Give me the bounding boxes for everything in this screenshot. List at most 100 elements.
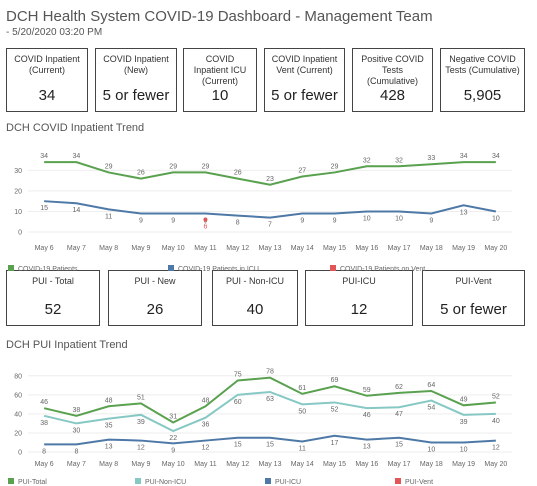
legend-label: PUI-Vent — [405, 479, 433, 486]
data-label: 30 — [73, 427, 81, 434]
data-label: 34 — [40, 153, 48, 160]
x-tick-label: May 12 — [226, 245, 249, 252]
x-tick-label: May 9 — [131, 245, 150, 252]
x-tick-label: May 16 — [355, 461, 378, 468]
data-label: 15 — [395, 442, 403, 449]
data-label: 8 — [42, 448, 46, 455]
data-label: 29 — [169, 163, 177, 170]
legend-swatch — [8, 265, 14, 271]
data-label: 60 — [234, 399, 242, 406]
kpi-value: 10 — [211, 87, 229, 104]
data-label: 64 — [427, 382, 435, 389]
kpi-label: PUI - Non-ICU — [225, 276, 284, 286]
data-label: 9 — [171, 447, 175, 454]
kpi-card: COVID Inpatient ICU (Current) 10 — [183, 48, 257, 112]
data-label: 47 — [395, 411, 403, 418]
data-label: 54 — [427, 405, 435, 412]
y-tick-label: 10 — [14, 209, 22, 216]
data-label: 46 — [363, 412, 371, 419]
data-label: 10 — [363, 215, 371, 222]
legend-label: COVID-19 Patients on Vent — [340, 266, 425, 273]
data-label: 62 — [395, 384, 403, 391]
kpi-card: Negative COVID Tests (Cumulative) 5,905 — [440, 48, 525, 112]
series-line — [44, 161, 496, 186]
data-label: 13 — [105, 444, 113, 451]
x-tick-label: May 11 — [194, 461, 217, 468]
data-label: 9 — [139, 218, 143, 225]
x-tick-label: May 13 — [259, 245, 282, 252]
data-label: 48 — [105, 397, 113, 404]
x-tick-label: May 19 — [452, 461, 475, 468]
series-line — [44, 434, 496, 446]
x-tick-label: May 10 — [162, 461, 185, 468]
kpi-label: Positive COVID Tests (Cumulative) — [361, 54, 424, 86]
data-label: 32 — [395, 157, 403, 164]
data-label: 27 — [298, 168, 306, 175]
legend-swatch — [8, 478, 14, 484]
kpi-value: 428 — [379, 87, 406, 104]
x-tick-label: May 14 — [291, 245, 314, 252]
kpi-value: 52 — [44, 301, 62, 318]
data-label: 12 — [137, 445, 145, 452]
x-tick-label: May 12 — [226, 461, 249, 468]
legend-swatch — [330, 265, 336, 271]
data-label: 35 — [105, 423, 113, 430]
subtitle: - 5/20/2020 03:20 PM — [6, 27, 103, 38]
data-label: 17 — [331, 440, 339, 447]
y-tick-label: 80 — [14, 373, 22, 380]
data-label: 11 — [299, 446, 306, 453]
kpi-card: Positive COVID Tests (Cumulative) 428 — [352, 48, 433, 112]
x-tick-label: May 18 — [420, 461, 443, 468]
kpi-card: PUI - Total 52 — [6, 270, 100, 326]
point — [203, 217, 208, 222]
kpi-card: PUI - New 26 — [108, 270, 202, 326]
y-tick-label: 20 — [14, 430, 22, 437]
data-label: 49 — [460, 396, 468, 403]
data-label: 26 — [234, 170, 242, 177]
y-tick-label: 30 — [14, 168, 22, 175]
kpi-label: PUI - New — [134, 276, 176, 286]
data-label: 9 — [429, 218, 433, 225]
line-chart: 0 20 40 60 80 May 6 May 7 May 8 May 9 May 10 May 1… — [8, 369, 512, 486]
y-tick-label: 0 — [18, 450, 22, 457]
kpi-card: PUI - Non-ICU 40 — [212, 270, 298, 326]
data-label: 38 — [40, 420, 48, 427]
x-tick-label: May 10 — [162, 245, 185, 252]
data-label: 36 — [202, 422, 210, 429]
data-label: 31 — [169, 413, 177, 420]
data-label: 9 — [300, 218, 304, 225]
legend-swatch — [395, 478, 401, 484]
legend-label: PUI-ICU — [275, 479, 301, 486]
data-label: 7 — [268, 222, 272, 229]
kpi-value: 34 — [38, 87, 56, 104]
kpi-card: COVID Inpatient (Current) 34 — [6, 48, 88, 112]
data-label: 63 — [266, 396, 274, 403]
data-label: 11 — [105, 213, 112, 220]
data-label: 29 — [331, 163, 339, 170]
data-label: 12 — [492, 445, 500, 452]
data-label: 39 — [460, 419, 468, 426]
x-tick-label: May 6 — [35, 245, 54, 252]
legend-label: COVID-19 Patients in ICU — [178, 266, 259, 273]
data-label: 13 — [363, 444, 371, 451]
x-tick-label: May 7 — [67, 245, 86, 252]
data-label: 10 — [460, 446, 468, 453]
kpi-label: COVID Inpatient Vent (Current) — [271, 54, 338, 75]
x-tick-label: May 20 — [484, 461, 507, 468]
data-label: 9 — [171, 218, 175, 225]
kpi-value: 5 or fewer — [271, 87, 338, 104]
series-line — [44, 200, 497, 219]
x-tick-label: May 17 — [388, 461, 411, 468]
data-label: 39 — [137, 419, 145, 426]
data-label: 29 — [105, 163, 113, 170]
legend-swatch — [135, 478, 141, 484]
series-line — [43, 376, 496, 424]
data-label: 15 — [40, 205, 48, 212]
kpi-value: 5,905 — [463, 87, 502, 104]
data-label: 34 — [73, 153, 81, 160]
kpi-value: 40 — [246, 301, 264, 318]
kpi-label: COVID Inpatient ICU (Current) — [193, 54, 247, 86]
legend-label: COVID-19 Patients — [18, 266, 78, 273]
data-label: 29 — [202, 163, 210, 170]
